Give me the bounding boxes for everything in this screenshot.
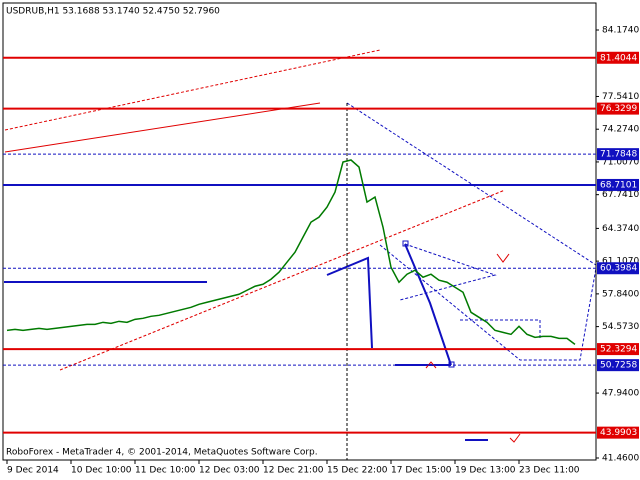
x-tick-label: 12 Dec 03:00 — [199, 466, 260, 476]
x-tick-label: 23 Dec 11:00 — [519, 466, 580, 476]
y-tick-label: 47.9400 — [602, 389, 639, 399]
level-label: 71.7848 — [600, 150, 637, 160]
y-tick-label: 74.2740 — [602, 125, 639, 135]
x-tick-label: 12 Dec 21:00 — [263, 466, 324, 476]
analysis-drawings — [4, 49, 597, 443]
level-label: 50.7258 — [600, 361, 637, 371]
x-tick-label: 11 Dec 10:00 — [135, 466, 196, 476]
y-tick-label: 77.5410 — [602, 92, 639, 102]
level-label: 60.3984 — [600, 264, 637, 274]
y-tick-label: 84.1740 — [602, 26, 639, 36]
plot-frame — [2, 2, 597, 461]
level-label-box — [597, 148, 639, 161]
y-tick-label: 67.7410 — [602, 190, 639, 200]
x-tick-label: 19 Dec 13:00 — [455, 466, 516, 476]
y-tick-label: 54.5730 — [602, 322, 639, 332]
x-tick-label: 9 Dec 2014 — [7, 466, 59, 476]
footer: RoboForex - MetaTrader 4, © 2001-2014, M… — [6, 448, 318, 458]
level-label-box — [597, 426, 639, 439]
level-label: 52.3294 — [600, 345, 637, 355]
level-label-box — [597, 359, 639, 372]
x-tick-label: 10 Dec 10:00 — [71, 466, 132, 476]
y-tick-label: 61.1070 — [602, 257, 639, 267]
level-label: 68.7101 — [600, 180, 637, 190]
level-label-box — [597, 178, 639, 191]
level-label: 43.9903 — [600, 428, 637, 438]
chart-title: USDRUB,H1 53.1688 53.1740 52.4750 52.796… — [6, 7, 220, 17]
level-label: 81.4044 — [600, 53, 637, 63]
y-tick-label: 64.3740 — [602, 224, 639, 234]
price-line — [6, 159, 576, 345]
level-label: 76.3299 — [600, 104, 637, 114]
y-tick-label: 71.0070 — [602, 157, 639, 167]
x-tick-label: 15 Dec 22:00 — [327, 466, 388, 476]
y-tick-label: 57.8400 — [602, 289, 639, 299]
level-label-box — [597, 51, 639, 64]
y-tick-label: 41.4600 — [602, 453, 639, 463]
level-label-box — [597, 262, 639, 275]
x-tick-label: 17 Dec 15:00 — [391, 466, 452, 476]
level-label-box — [597, 102, 639, 115]
level-label-box — [597, 343, 639, 356]
